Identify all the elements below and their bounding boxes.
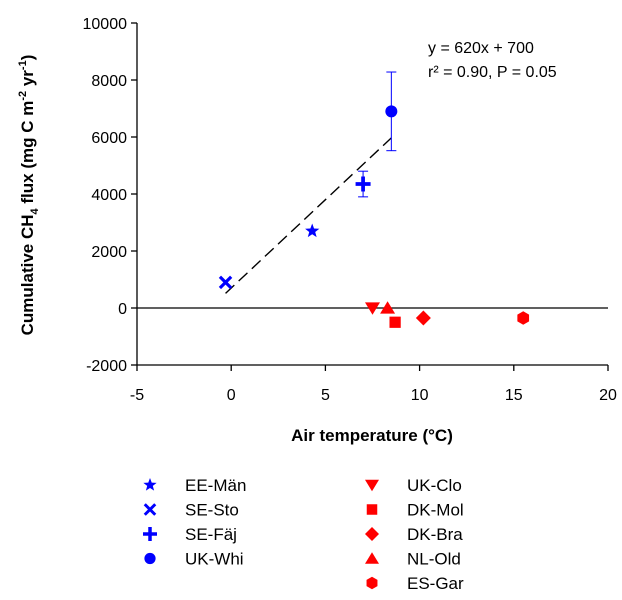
legend-marker-nl-old	[365, 552, 379, 564]
y-tick-label: -2000	[86, 358, 127, 375]
legend: EE-Män SE-Sto SE-Fäj UK-Whi UK-Clo DK-Mol DK-B…	[143, 476, 464, 593]
y-tick-label: 2000	[91, 244, 127, 261]
tick-labels: -2000 0 2000 4000 6000 8000 10000 -5 0 5 10 15 20	[83, 16, 618, 404]
y-tick-label: 4000	[91, 187, 127, 204]
legend-marker-es-gar	[366, 576, 378, 590]
legend-label-nl-old: NL-Old	[407, 550, 461, 569]
y-axis-title-end: )	[18, 55, 37, 61]
legend-label-ee-man: EE-Män	[185, 476, 246, 495]
y-tick-label: 8000	[91, 73, 127, 90]
legend-label-se-sto: SE-Sto	[185, 501, 239, 520]
y-tick-label: 6000	[91, 130, 127, 147]
legend-marker-uk-clo	[365, 479, 379, 492]
legend-label-uk-whi: UK-Whi	[185, 550, 244, 569]
y-axis-title-mid2: yr	[18, 70, 37, 91]
legend-label-se-faj: SE-Fäj	[185, 525, 237, 544]
point-dk-mol	[389, 316, 401, 328]
x-axis-title: Air temperature (°C)	[291, 426, 453, 445]
fit-line	[225, 137, 392, 294]
legend-label-dk-bra: DK-Bra	[407, 525, 463, 544]
fit-stats-annotation: r² = 0.90, P = 0.05	[428, 64, 557, 81]
x-tick-label: -5	[130, 387, 144, 404]
y-axis-title-prefix: Cumulative CH	[18, 214, 37, 335]
legend-marker-ee-man	[143, 478, 157, 491]
y-axis-title-sup1: -2	[17, 91, 29, 101]
legend-marker-se-sto	[143, 503, 157, 516]
x-tick-label: 20	[599, 387, 617, 404]
x-tick-label: 15	[505, 387, 523, 404]
x-tick-label: 0	[227, 387, 236, 404]
legend-label-dk-mol: DK-Mol	[407, 501, 464, 520]
y-axis-title-sup2: -1	[17, 60, 29, 70]
regression-line	[225, 137, 392, 294]
point-es-gar	[517, 311, 530, 325]
legend-label-uk-clo: UK-Clo	[407, 476, 462, 495]
point-uk-clo	[365, 302, 380, 315]
point-dk-bra	[415, 310, 431, 326]
legend-marker-uk-whi	[144, 552, 156, 565]
point-uk-whi	[385, 105, 398, 118]
y-tick-label: 10000	[83, 16, 128, 33]
y-axis-title-mid: flux (mg C m	[18, 101, 37, 209]
legend-marker-dk-bra	[365, 527, 379, 541]
equation-annotation: y = 620x + 700	[428, 40, 534, 57]
x-tick-label: 5	[321, 387, 330, 404]
legend-marker-se-faj	[143, 527, 157, 541]
y-tick-label: 0	[118, 301, 127, 318]
legend-marker-dk-mol	[366, 504, 378, 515]
data-points	[218, 71, 530, 328]
legend-label-es-gar: ES-Gar	[407, 574, 464, 593]
point-se-faj	[355, 176, 371, 192]
point-se-sto	[218, 275, 233, 290]
y-axis-title: Cumulative CH4 flux (mg C m-2 yr-1)	[17, 55, 41, 336]
x-tick-label: 10	[411, 387, 429, 404]
point-nl-old	[380, 301, 396, 314]
y-axis-title-sub: 4	[29, 207, 41, 214]
point-ee-man	[305, 223, 320, 238]
